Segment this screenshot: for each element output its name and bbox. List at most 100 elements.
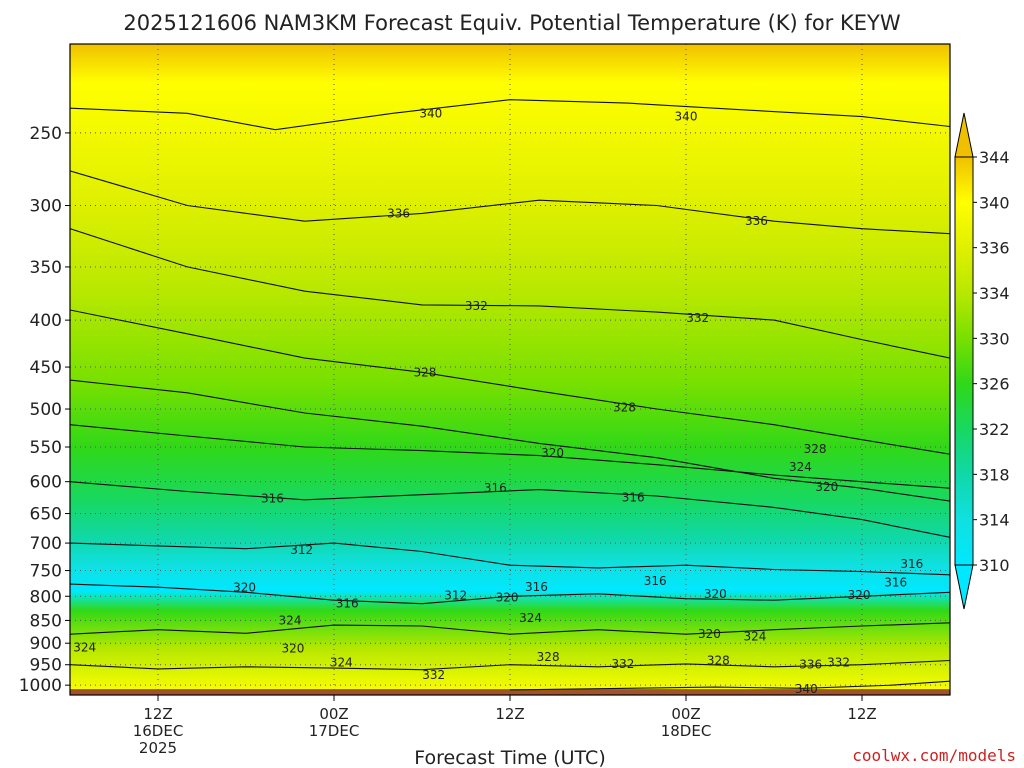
contour-label-34: 332 — [611, 657, 634, 671]
x-tick-date-0: 16DEC — [133, 722, 184, 740]
colorbar-label-336: 336 — [979, 239, 1010, 258]
contour-320-5 — [70, 424, 950, 489]
colorbar-label-322: 322 — [979, 420, 1010, 439]
x-tick-label-4: 12Z — [847, 705, 876, 723]
contour-label-18: 316 — [884, 576, 907, 590]
contour-label-20: 312 — [444, 588, 467, 602]
y-tick-label-700: 700 — [30, 534, 62, 554]
y-tick-label-950: 950 — [30, 656, 62, 676]
contour-336-1 — [70, 170, 950, 235]
contour-label-3: 336 — [745, 214, 768, 228]
contour-label-0: 340 — [419, 106, 442, 120]
contour-label-14: 320 — [815, 480, 838, 494]
y-tick-label-400: 400 — [30, 311, 62, 331]
contour-320-8 — [70, 583, 950, 605]
contour-label-19: 320 — [233, 581, 256, 595]
contour-label-6: 328 — [413, 365, 436, 379]
contour-label-32: 324 — [330, 656, 353, 670]
y-tick-label-850: 850 — [30, 611, 62, 631]
contour-label-7: 328 — [613, 400, 636, 414]
contour-label-31: 320 — [281, 641, 304, 655]
contour-label-39: 340 — [795, 682, 818, 696]
colorbar-bottom-arrow — [954, 564, 974, 610]
contour-label-12: 316 — [484, 481, 507, 495]
colorbar-label-326: 326 — [979, 375, 1010, 394]
x-tick-label-0: 12Z — [143, 705, 172, 723]
contour-label-1: 340 — [675, 110, 698, 124]
x-tick-year-0: 2025 — [139, 739, 177, 757]
colorbar-label-340: 340 — [979, 193, 1010, 212]
colorbar-label-314: 314 — [979, 511, 1010, 530]
contour-label-9: 328 — [804, 442, 827, 456]
y-tick-label-650: 650 — [30, 505, 62, 525]
y-tick-label-1000: 1000 — [19, 676, 62, 696]
contour-label-38: 332 — [422, 668, 445, 682]
contour-label-26: 324 — [279, 613, 302, 627]
y-tick-label-450: 450 — [30, 358, 62, 378]
contour-label-36: 336 — [799, 658, 822, 672]
contour-label-13: 316 — [622, 490, 645, 504]
credit-text: coolwx.com/models — [852, 746, 1016, 765]
contour-label-22: 320 — [496, 590, 519, 604]
colorbar-label-318: 318 — [979, 465, 1010, 484]
contour-328-3 — [70, 309, 950, 455]
ground-strip — [70, 689, 950, 695]
contour-label-5: 332 — [686, 311, 709, 325]
contour-332-2 — [70, 228, 950, 359]
colorbar-top-arrow — [954, 112, 974, 158]
contour-label-30: 324 — [73, 641, 96, 655]
contour-324-4 — [70, 379, 950, 502]
y-tick-label-900: 900 — [30, 634, 62, 654]
x-tick-label-2: 12Z — [495, 705, 524, 723]
contour-label-24: 320 — [704, 587, 727, 601]
colorbar-label-344: 344 — [979, 148, 1010, 167]
colorbar-label-334: 334 — [979, 284, 1010, 303]
contour-label-27: 324 — [519, 611, 542, 625]
contour-label-8: 320 — [541, 446, 564, 460]
contour-340-0 — [70, 99, 950, 131]
contour-lines — [70, 99, 950, 691]
x-tick-date-3: 18DEC — [661, 722, 712, 740]
contour-label-2: 336 — [387, 206, 410, 220]
contour-labels: 340 340 336 336 332 332 328 328 320 328 324 316 316 3… — [73, 106, 923, 696]
y-tick-label-350: 350 — [30, 258, 62, 278]
y-tick-label-500: 500 — [30, 400, 62, 420]
y-tick-label-300: 300 — [30, 197, 62, 217]
contour-332-10 — [70, 659, 950, 671]
x-tick-label-1: 00Z — [319, 705, 348, 723]
contour-label-23: 316 — [525, 580, 548, 594]
contour-label-37: 332 — [827, 656, 850, 670]
colorbar: 344 340 336 334 330 326 322 318 314 310 — [954, 112, 1010, 610]
y-axis: 250 300 350 400 450 500 550 600 650 700 750 800 850 9… — [19, 124, 70, 696]
contour-label-16: 316 — [900, 557, 923, 571]
contour-label-17: 316 — [644, 574, 667, 588]
y-tick-label-800: 800 — [30, 587, 62, 607]
y-tick-label-600: 600 — [30, 473, 62, 493]
contour-label-4: 332 — [465, 299, 488, 313]
y-tick-label-250: 250 — [30, 124, 62, 144]
contour-label-25: 320 — [848, 588, 871, 602]
contour-label-29: 324 — [743, 629, 766, 643]
contour-label-28: 320 — [698, 627, 721, 641]
contour-label-33: 328 — [537, 650, 560, 664]
y-tick-label-550: 550 — [30, 438, 62, 458]
contour-324-9 — [70, 622, 950, 635]
contour-label-10: 324 — [789, 460, 812, 474]
contour-label-35: 328 — [707, 654, 730, 668]
x-tick-date-1: 17DEC — [309, 722, 360, 740]
colorbar-label-330: 330 — [979, 329, 1010, 348]
chart-title: 2025121606 NAM3KM Forecast Equiv. Potent… — [123, 11, 900, 35]
colorbar-label-310: 310 — [979, 556, 1010, 575]
y-tick-label-750: 750 — [30, 562, 62, 582]
x-tick-label-3: 00Z — [671, 705, 700, 723]
contour-label-21: 316 — [336, 597, 359, 611]
contour-312-7 — [70, 542, 950, 576]
colorbar-bar — [954, 156, 974, 566]
x-axis-label: Forecast Time (UTC) — [414, 747, 605, 768]
contour-340-11 — [509, 680, 950, 691]
grid-lines — [70, 44, 950, 695]
contour-label-15: 312 — [290, 543, 313, 557]
contour-label-11: 316 — [261, 492, 284, 506]
